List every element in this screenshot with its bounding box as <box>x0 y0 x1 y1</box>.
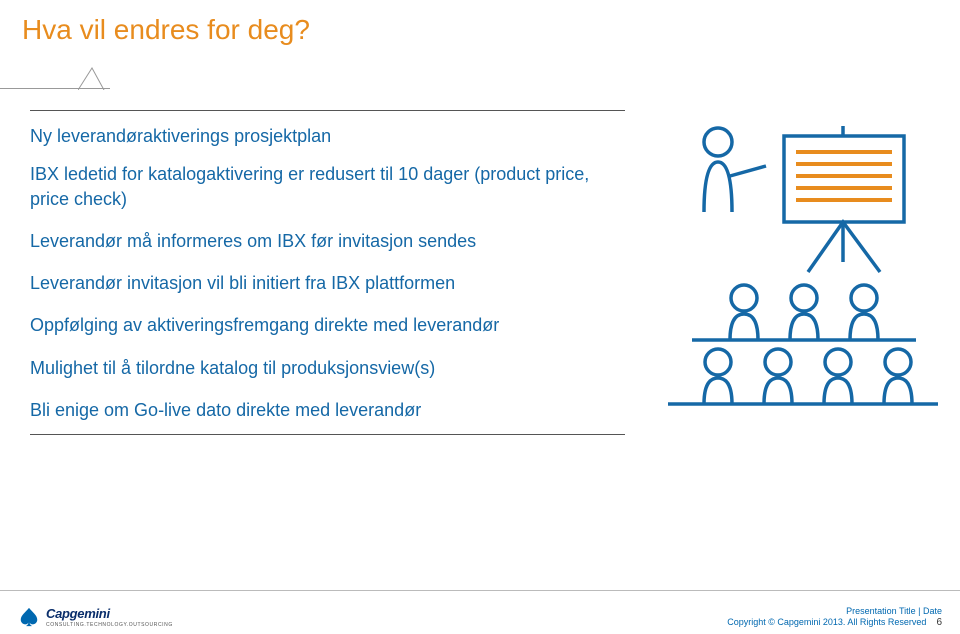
bullet-line: Bli enige om Go-live dato direkte med le… <box>30 398 625 422</box>
footer-meta: Presentation Title | Date <box>727 606 942 616</box>
content-block: Ny leverandøraktiverings prosjektplan IB… <box>30 124 625 440</box>
divider-top <box>30 110 625 111</box>
page-number: 6 <box>936 617 942 628</box>
footer: Capgemini CONSULTING.TECHNOLOGY.OUTSOURC… <box>0 590 960 634</box>
logo-text: Capgemini <box>46 606 173 621</box>
footer-logo: Capgemini CONSULTING.TECHNOLOGY.OUTSOURC… <box>18 606 173 628</box>
bullet-line: Oppfølging av aktiveringsfremgang direkt… <box>30 313 625 337</box>
presenter-graphic <box>658 120 938 280</box>
audience-graphic <box>658 280 938 410</box>
bullet-line: Mulighet til å tilordne katalog til prod… <box>30 356 625 380</box>
section-heading: Ny leverandøraktiverings prosjektplan <box>30 124 625 148</box>
slide-title: Hva vil endres for deg? <box>22 14 310 46</box>
divider-bottom <box>30 434 625 435</box>
callout-connector-tail <box>78 62 118 90</box>
bullet-line: Leverandør invitasjon vil bli initiert f… <box>30 271 625 295</box>
logo-spade-icon <box>18 606 40 628</box>
bullet-line: IBX ledetid for katalogaktivering er red… <box>30 162 625 211</box>
illustration-group <box>658 120 938 415</box>
footer-right: Presentation Title | Date Copyright © Ca… <box>727 606 942 628</box>
logo-tagline: CONSULTING.TECHNOLOGY.OUTSOURCING <box>46 622 173 628</box>
bullet-line: Leverandør må informeres om IBX før invi… <box>30 229 625 253</box>
footer-copyright: Copyright © Capgemini 2013. All Rights R… <box>727 617 926 627</box>
